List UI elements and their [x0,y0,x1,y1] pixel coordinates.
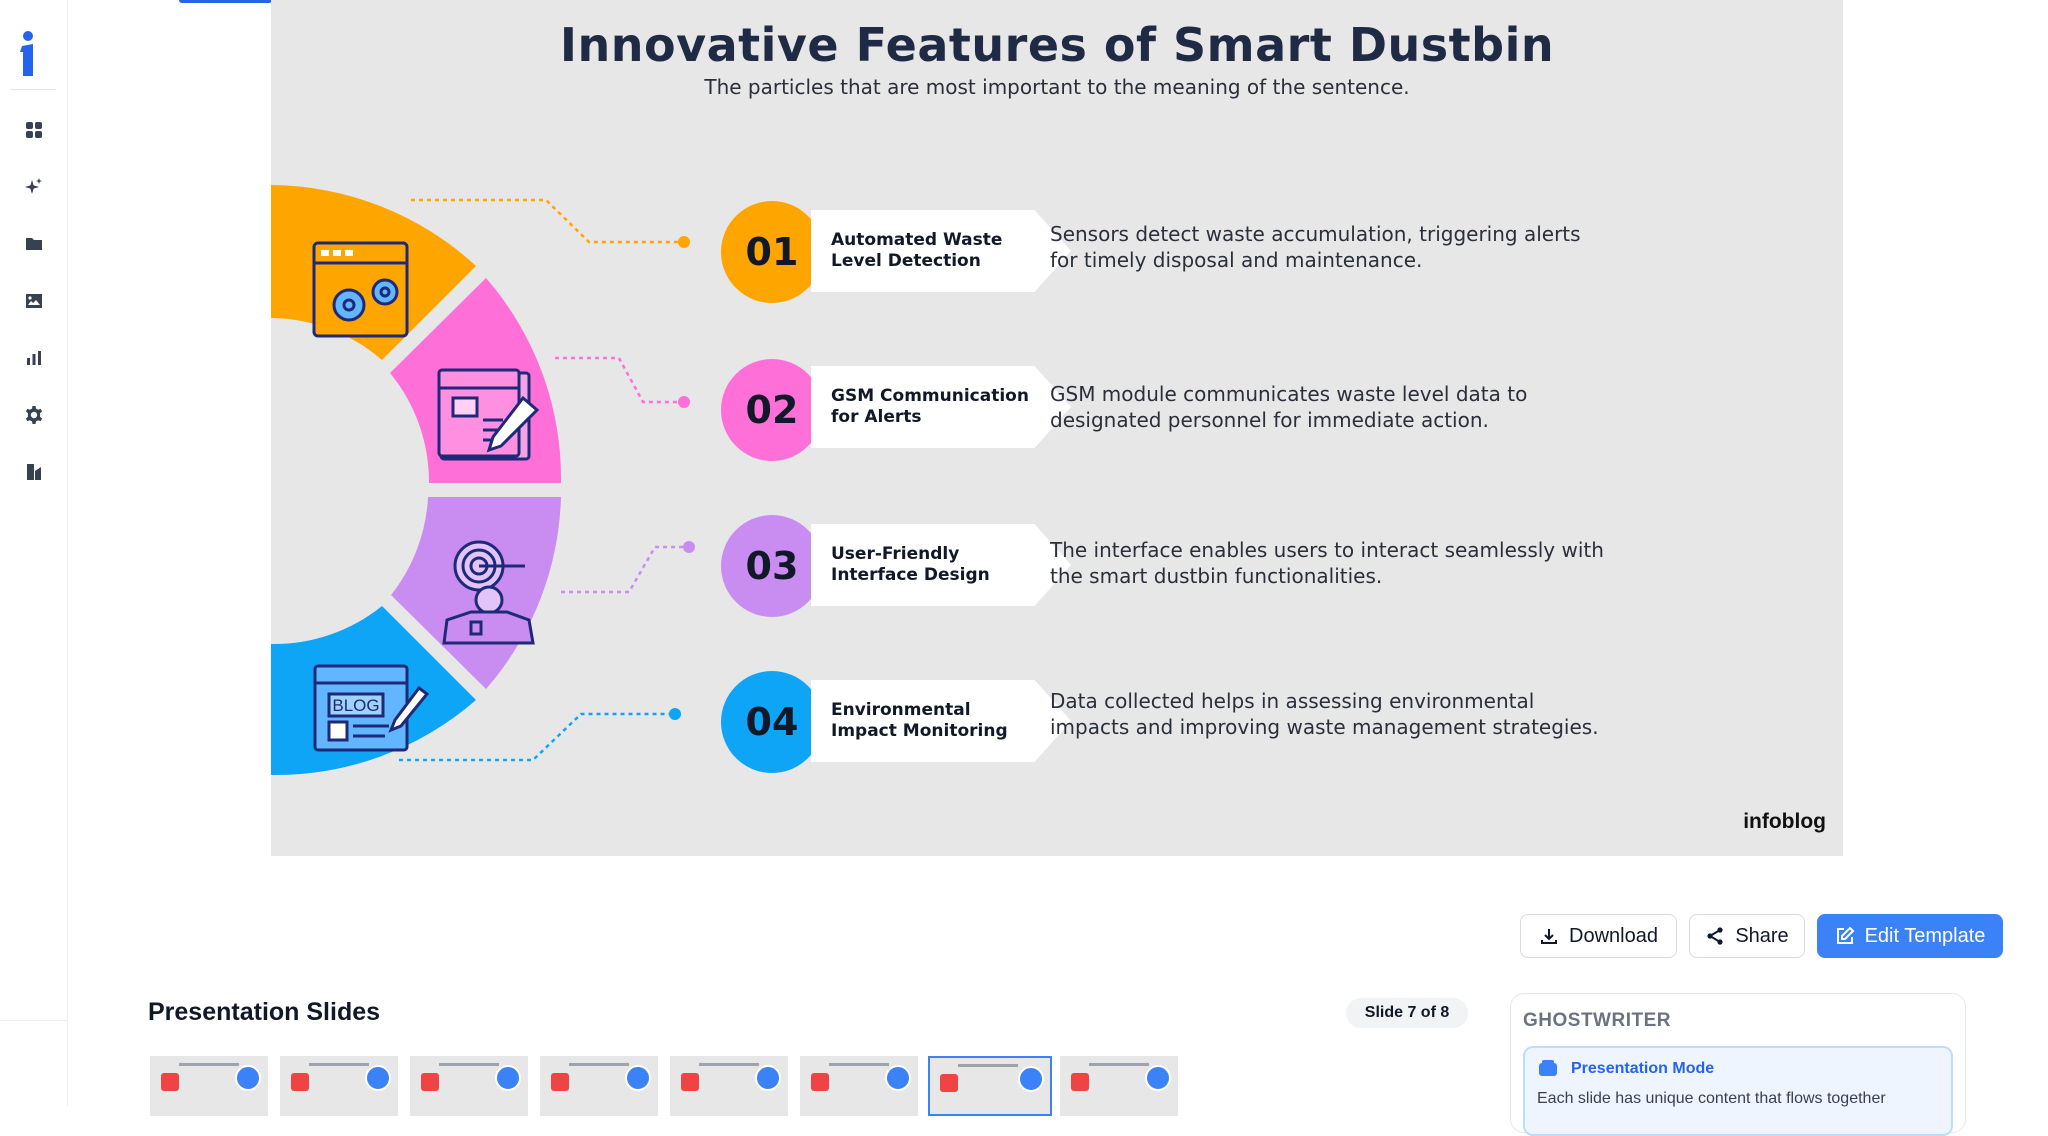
edit-template-button[interactable]: Edit Template [1817,914,2003,958]
connector-dot-1 [678,236,690,248]
presentation-mode-text: Each slide has unique content that flows… [1537,1090,1886,1107]
blog-label: BLOG [332,696,379,715]
connector-dot-4 [669,708,681,720]
gear-icon [25,406,43,424]
feature-description-2: GSM module communicates waste level data… [1050,382,1528,432]
feature-title-4: Environmental Impact Monitoring [831,700,1008,741]
edit-template-label: Edit Template [1864,924,1986,947]
edit-icon[interactable] [495,1065,521,1091]
sidebar-item-analytics[interactable] [18,342,50,374]
edit-icon[interactable] [235,1065,261,1091]
sidebar-divider-bottom [0,1020,68,1021]
delete-icon[interactable] [421,1073,439,1091]
slide-title: Innovative Features of Smart Dustbin [559,18,1555,72]
edit-icon[interactable] [885,1065,911,1091]
grid-icon [26,122,42,138]
slide-subtitle: The particles that are most important to… [704,75,1410,99]
edit-icon[interactable] [1018,1066,1044,1092]
edit-icon[interactable] [755,1065,781,1091]
sidebar-item-images[interactable] [18,285,50,317]
delete-icon[interactable] [291,1073,309,1091]
delete-icon[interactable] [681,1073,699,1091]
slide-thumbnail-1[interactable] [150,1056,268,1116]
feature-title-3: User-Friendly Interface Design [831,544,990,585]
edit-icon[interactable] [625,1065,651,1091]
sidebar-item-documents[interactable] [18,456,50,488]
feature-description-4: Data collected helps in assessing enviro… [1050,689,1599,739]
feature-number-1: 01 [721,201,823,303]
feature-number-4: 04 [721,671,823,773]
pencil-document-icon [437,368,540,461]
delete-icon[interactable] [551,1073,569,1091]
feature-tag-1: Automated Waste Level Detection [811,210,1071,292]
feature-title-1: Automated Waste Level Detection [831,230,1003,271]
feature-number-2: 02 [721,359,823,461]
slide-counter-badge: Slide 7 of 8 [1346,998,1468,1028]
app-logo[interactable] [16,30,40,76]
sidebar-item-ai-generate[interactable] [18,171,50,203]
connector-line-3 [561,545,686,594]
edit-icon[interactable] [1145,1065,1171,1091]
ghostwriter-title: GHOSTWRITER [1523,1010,1671,1031]
slide-preview: Innovative Features of Smart Dustbin The… [271,0,1843,856]
share-icon [1707,927,1723,945]
delete-icon[interactable] [940,1074,958,1092]
connector-dot-3 [683,541,695,553]
presentation-mode-icon [1539,1060,1557,1076]
blog-window-icon [313,664,430,752]
presentation-mode-title: Presentation Mode [1571,1060,1715,1077]
sidebar-item-dashboard[interactable] [18,114,50,146]
feature-description-1: Sensors detect waste accumulation, trigg… [1050,222,1581,272]
connector-line-4 [399,712,671,762]
sparkles-icon [25,178,42,194]
gears-window-icon-buttons [321,250,353,256]
delete-icon[interactable] [1071,1073,1089,1091]
delete-icon[interactable] [811,1073,829,1091]
share-button[interactable]: Share [1689,914,1805,958]
sidebar-item-settings[interactable] [18,399,50,431]
sidebar [0,0,68,1106]
connector-dot-2 [678,396,690,408]
download-button[interactable]: Download [1520,914,1677,958]
infographic-graphic: BLOG [271,185,695,776]
sidebar-divider [10,89,56,90]
target-person-icon [442,540,535,645]
connector-line-1 [411,198,681,244]
slide-thumbnail-6[interactable] [800,1056,918,1116]
document-icon [27,464,41,480]
presentation-mode-card[interactable]: Presentation Mode Each slide has unique … [1523,1046,1953,1136]
feature-tag-3: User-Friendly Interface Design [811,524,1071,606]
edit-icon[interactable] [365,1065,391,1091]
ghostwriter-panel: GHOSTWRITER Presentation Mode Each slide… [1510,993,1966,1136]
feature-tag-4: Environmental Impact Monitoring [811,680,1071,762]
gears-window-icon [312,241,409,338]
bar-chart-icon [27,351,41,365]
download-icon [1541,929,1558,944]
slide-thumbnail-2[interactable] [280,1056,398,1116]
connector-line-2 [555,356,681,404]
feature-number-3: 03 [721,515,823,617]
brand-watermark: infoblog [1743,810,1826,833]
slide-thumbnail-7[interactable] [928,1056,1052,1116]
active-tab-indicator [179,0,272,3]
feature-description-3: The interface enables users to interact … [1050,538,1604,588]
edit-icon [1836,926,1855,944]
delete-icon[interactable] [161,1073,179,1091]
slide-thumbnail-4[interactable] [540,1056,658,1116]
slide-thumbnail-5[interactable] [670,1056,788,1116]
share-label: Share [1735,924,1789,947]
slide-thumbnail-8[interactable] [1060,1056,1178,1116]
image-icon [26,294,42,308]
download-label: Download [1569,924,1658,947]
feature-title-2: GSM Communication for Alerts [831,386,1029,427]
sidebar-item-folders[interactable] [18,228,50,260]
folder-icon [26,238,42,250]
feature-tag-2: GSM Communication for Alerts [811,366,1071,448]
presentation-slides-heading: Presentation Slides [148,998,381,1026]
slide-thumbnail-3[interactable] [410,1056,528,1116]
